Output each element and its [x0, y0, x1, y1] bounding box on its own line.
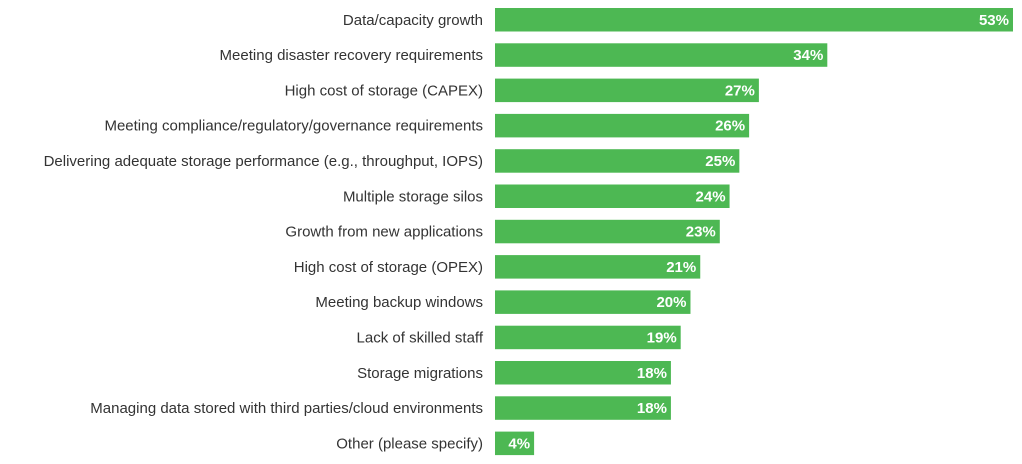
bar: [495, 396, 671, 420]
value-label: 24%: [696, 188, 726, 205]
value-label: 26%: [715, 118, 745, 135]
category-label: High cost of storage (CAPEX): [285, 82, 483, 99]
category-label: Storage migrations: [357, 365, 483, 382]
category-label: Lack of skilled staff: [357, 329, 484, 346]
value-label: 27%: [725, 82, 755, 99]
category-label: Data/capacity growth: [343, 12, 483, 29]
value-label: 23%: [686, 224, 716, 241]
bar: [495, 8, 1013, 32]
value-label: 25%: [705, 153, 735, 170]
bar: [495, 78, 759, 103]
category-label: Multiple storage silos: [343, 188, 483, 205]
category-label: Meeting backup windows: [315, 294, 483, 311]
value-label: 4%: [508, 435, 530, 452]
bar: [495, 219, 720, 244]
value-label: 18%: [637, 365, 667, 382]
bar: [495, 43, 828, 67]
value-label: 53%: [979, 12, 1009, 29]
bar: [495, 255, 701, 279]
category-label: Delivering adequate storage performance …: [44, 153, 483, 170]
category-label: Meeting compliance/regulatory/governance…: [104, 118, 483, 135]
bar: [495, 113, 750, 138]
bar: [495, 184, 730, 208]
category-label: Other (please specify): [336, 435, 483, 452]
bar: [495, 361, 671, 385]
bar: [495, 290, 691, 314]
bar: [495, 149, 740, 173]
value-label: 21%: [666, 259, 696, 276]
value-label: 19%: [647, 329, 677, 346]
value-label: 18%: [637, 400, 667, 417]
category-label: Managing data stored with third parties/…: [90, 400, 483, 417]
category-label: Growth from new applications: [285, 224, 483, 241]
value-label: 34%: [793, 47, 823, 64]
category-label: High cost of storage (OPEX): [294, 259, 483, 276]
category-label: Meeting disaster recovery requirements: [220, 47, 483, 64]
bar: [495, 431, 535, 456]
value-label: 20%: [656, 294, 686, 311]
bar: [495, 325, 681, 350]
